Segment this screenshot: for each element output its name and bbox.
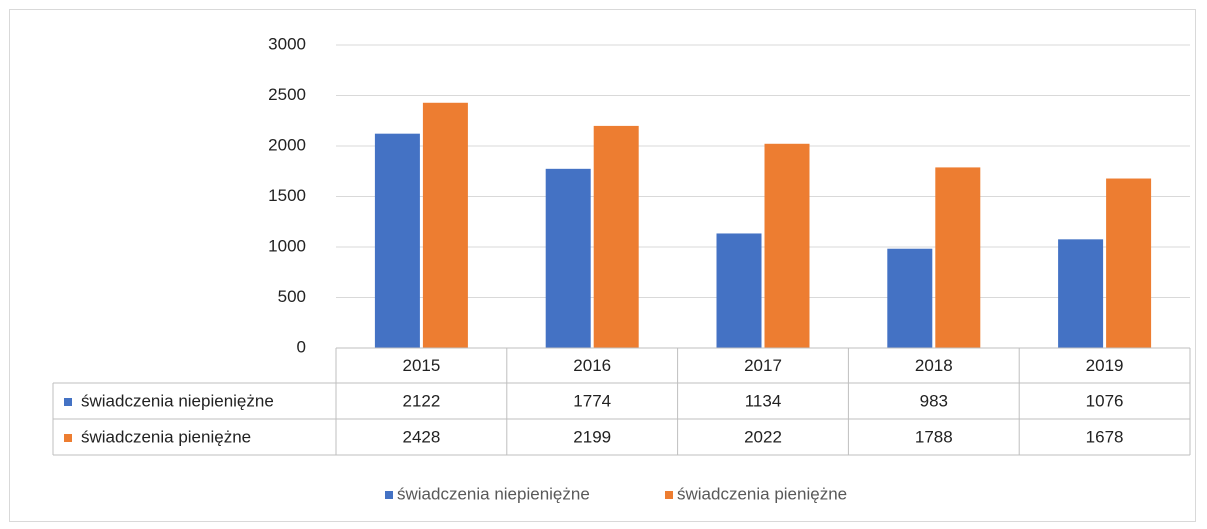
bar	[764, 143, 810, 348]
table-cell: 1076	[1086, 391, 1124, 410]
x-tick-label: 2015	[402, 356, 440, 375]
legend-key	[385, 491, 393, 499]
x-tick-label: 2018	[915, 356, 953, 375]
bar	[422, 102, 468, 348]
table-cell: 2022	[744, 427, 782, 446]
y-tick-label: 1500	[268, 186, 306, 205]
table-cell: 1774	[573, 391, 611, 410]
x-tick-label: 2019	[1086, 356, 1124, 375]
y-tick-label: 2000	[268, 135, 306, 154]
table-legend-key	[64, 398, 72, 406]
table-legend-key	[64, 434, 72, 442]
table-row-header: świadczenia pieniężne	[81, 427, 251, 446]
bar	[716, 233, 762, 348]
table-cell: 2428	[402, 427, 440, 446]
legend-label: świadczenia pieniężne	[677, 484, 847, 503]
table-cell: 2199	[573, 427, 611, 446]
y-tick-label: 2500	[268, 85, 306, 104]
bar	[545, 168, 591, 348]
bar	[593, 125, 639, 348]
x-tick-label: 2017	[744, 356, 782, 375]
bar	[374, 133, 420, 348]
y-tick-label: 0	[297, 337, 306, 356]
bar	[887, 248, 933, 348]
x-tick-label: 2016	[573, 356, 611, 375]
legend-label: świadczenia niepieniężne	[397, 484, 590, 503]
table-cell: 1134	[745, 391, 782, 410]
table-row-header: świadczenia niepieniężne	[81, 391, 274, 410]
y-tick-label: 1000	[268, 236, 306, 255]
bar	[1106, 178, 1152, 348]
y-tick-label: 500	[278, 287, 306, 306]
table-cell: 983	[920, 391, 948, 410]
y-tick-label: 3000	[268, 34, 306, 53]
table-cell: 2122	[402, 391, 440, 410]
bar	[1058, 239, 1104, 348]
bar	[935, 167, 981, 348]
table-cell: 1788	[915, 427, 953, 446]
legend-key	[665, 491, 673, 499]
table-cell: 1678	[1086, 427, 1124, 446]
